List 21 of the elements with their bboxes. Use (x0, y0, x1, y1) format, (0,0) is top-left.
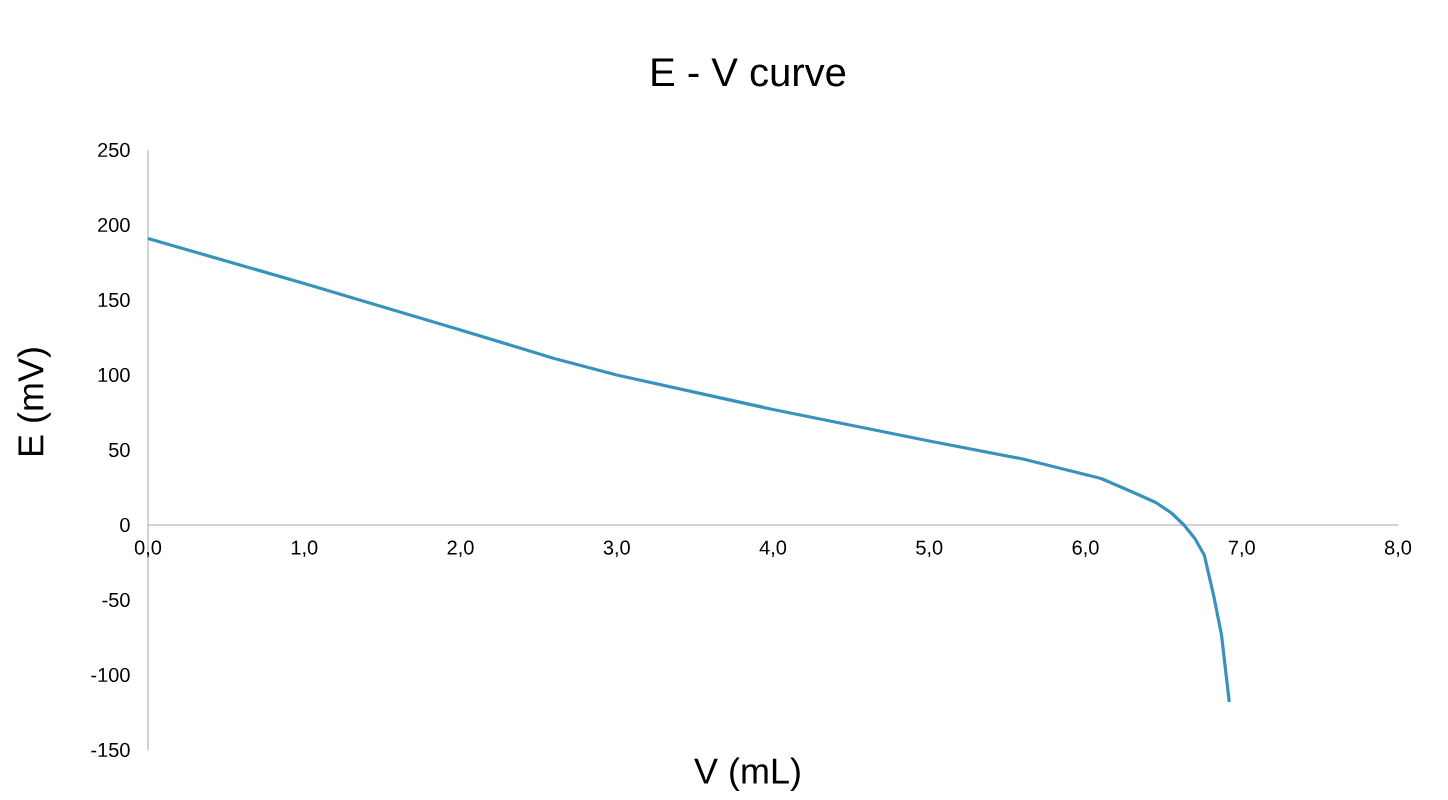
y-tick-label: 0 (120, 517, 130, 533)
x-tick-label: 7,0 (1228, 540, 1255, 558)
x-tick-label: 8,0 (1384, 540, 1412, 558)
x-tick-label: 2,0 (447, 540, 474, 558)
x-tick-label: 4,0 (759, 540, 787, 558)
x-axis-title: V (mL) (694, 757, 800, 792)
y-axis-title: E (mV) (17, 348, 51, 456)
y-tick-label: 50 (109, 442, 130, 458)
y-tick-label: 200 (98, 217, 130, 233)
y-tick-label: -50 (102, 592, 130, 608)
x-tick-label: 5,0 (916, 540, 943, 558)
y-tick-label: -150 (91, 742, 130, 758)
x-tick-label: 6,0 (1072, 540, 1099, 558)
y-tick-label: -100 (91, 667, 130, 683)
x-tick-label: 0,0 (134, 540, 162, 558)
y-tick-label: 150 (98, 292, 130, 308)
y-tick-label: 250 (98, 142, 130, 158)
y-tick-label: 100 (98, 367, 130, 383)
x-tick-label: 1,0 (291, 540, 318, 558)
x-tick-label: 3,0 (603, 540, 630, 558)
chart-title: E - V curve (652, 58, 846, 87)
